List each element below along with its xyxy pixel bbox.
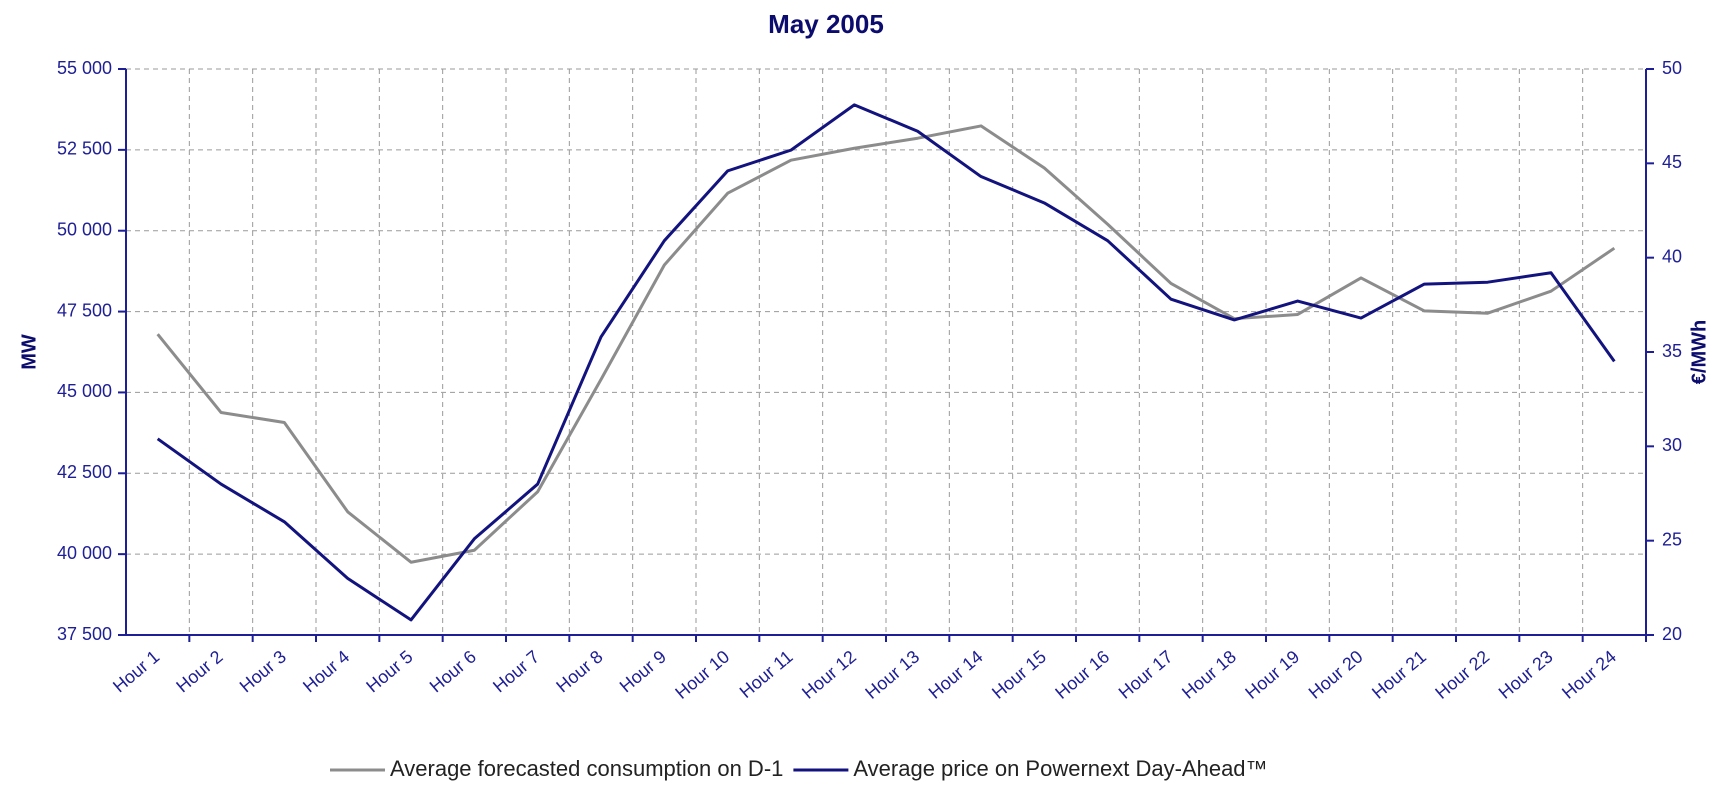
series-line — [156, 124, 1616, 564]
y2-tick-label: 25 — [1662, 529, 1682, 549]
x-tick-label: Hour 19 — [1241, 646, 1303, 702]
x-tick-label: Hour 18 — [1178, 646, 1240, 702]
x-tick-label: Hour 16 — [1051, 646, 1113, 702]
legend: Average forecasted consumption on D-1 Ave… — [330, 756, 1268, 781]
x-tick-label: Hour 22 — [1431, 646, 1493, 702]
y-tick-label: 55 000 — [57, 58, 112, 78]
series-line — [156, 103, 1616, 622]
x-tick-label: Hour 10 — [671, 646, 733, 702]
chart-title: May 2005 — [768, 9, 884, 39]
x-tick-label: Hour 14 — [925, 646, 987, 702]
x-tick-label: Hour 15 — [988, 646, 1050, 702]
x-tick-label: Hour 20 — [1305, 646, 1367, 702]
x-tick-label: Hour 9 — [616, 646, 670, 696]
y-tick-label: 37 500 — [57, 624, 112, 644]
y-tick-label: 45 000 — [57, 381, 112, 401]
x-tick-label: Hour 7 — [489, 646, 543, 696]
x-tick-label: Hour 21 — [1368, 646, 1430, 702]
x-tick-label: Hour 6 — [426, 646, 480, 696]
y2-axis-title: €/MWh — [1688, 320, 1710, 384]
x-tick-label: Hour 17 — [1115, 646, 1177, 702]
x-tick-label: Hour 2 — [172, 646, 226, 696]
y-tick-label: 42 500 — [57, 462, 112, 482]
y2-tick-label: 50 — [1662, 58, 1682, 78]
x-tick-label: Hour 4 — [299, 646, 353, 696]
x-tick-label: Hour 11 — [736, 646, 797, 702]
x-tick-label: Hour 5 — [362, 646, 416, 696]
y2-tick-label: 35 — [1662, 341, 1682, 361]
x-tick-label: Hour 23 — [1495, 646, 1557, 702]
y-axis-title: MW — [18, 334, 40, 370]
x-tick-label: Hour 8 — [552, 646, 606, 696]
y-tick-label: 40 000 — [57, 543, 112, 563]
legend-label: Average forecasted consumption on D-1 — [390, 756, 783, 781]
y2-tick-label: 20 — [1662, 624, 1682, 644]
y-tick-label: 50 000 — [57, 219, 112, 239]
x-tick-label: Hour 3 — [236, 646, 290, 696]
legend-label: Average price on Powernext Day-Ahead™ — [853, 756, 1267, 781]
y-tick-label: 47 500 — [57, 300, 112, 320]
y-tick-label: 52 500 — [57, 139, 112, 159]
y2-tick-label: 45 — [1662, 152, 1682, 172]
x-tick-label: Hour 13 — [861, 646, 923, 702]
x-tick-label: Hour 12 — [798, 646, 860, 702]
y2-tick-label: 30 — [1662, 435, 1682, 455]
x-tick-label: Hour 1 — [109, 646, 163, 696]
y2-tick-label: 40 — [1662, 246, 1682, 266]
x-tick-label: Hour 24 — [1558, 646, 1620, 702]
